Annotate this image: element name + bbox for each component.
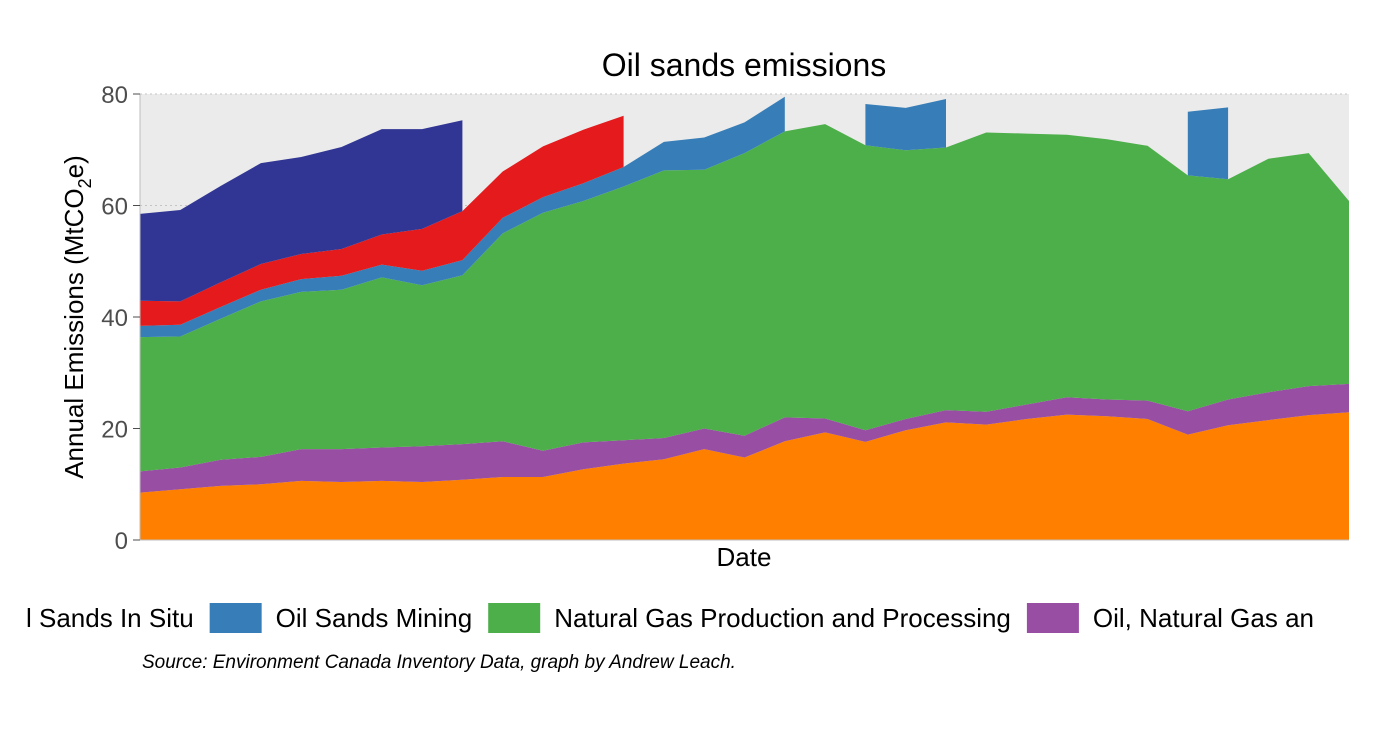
source-caption: Source: Environment Canada Inventory Dat… — [142, 652, 736, 673]
legend-label-1: Oil Sands Mining — [276, 603, 473, 633]
y-tick-label-80: 80 — [101, 82, 128, 109]
area-series-5-segment-0 — [140, 120, 463, 302]
y-axis-ticks: 0 20 40 60 80 — [101, 82, 140, 555]
chart-title: Oil sands emissions — [602, 47, 887, 83]
area-series-0-segment-0 — [140, 412, 1349, 540]
y-tick-label-20: 20 — [101, 417, 128, 444]
area-series-4-segment-0 — [140, 115, 624, 326]
area-series-1-segment-0 — [140, 383, 1349, 493]
legend-label-2: Natural Gas Production and Processing — [554, 603, 1011, 633]
area-series-2-segment-0 — [140, 124, 1349, 472]
area-series-3-segment-2 — [1187, 107, 1229, 180]
area-series-3-segment-1 — [865, 99, 946, 151]
y-axis-label-subscript: 2 — [75, 178, 95, 188]
y-tick-label-60: 60 — [101, 194, 128, 221]
y-tick-label-0: 0 — [115, 528, 128, 555]
legend-swatch-2 — [488, 603, 541, 633]
legend: l Sands In Situ Oil Sands Mining Natural G… — [26, 603, 1314, 633]
y-axis-label-main: Annual Emissions (MtCO — [59, 188, 89, 478]
area-series — [140, 96, 1349, 540]
legend-label-0: l Sands In Situ — [26, 603, 194, 633]
y-tick-label-40: 40 — [101, 305, 128, 332]
legend-swatch-1 — [209, 603, 262, 633]
y-axis-label: Annual Emissions (MtCO2e) — [59, 155, 95, 479]
y-axis-label-end: e) — [59, 155, 89, 178]
x-axis-label: Date — [717, 542, 772, 572]
legend-label-3: Oil, Natural Gas an — [1093, 603, 1314, 633]
legend-swatch-3 — [1026, 603, 1079, 633]
